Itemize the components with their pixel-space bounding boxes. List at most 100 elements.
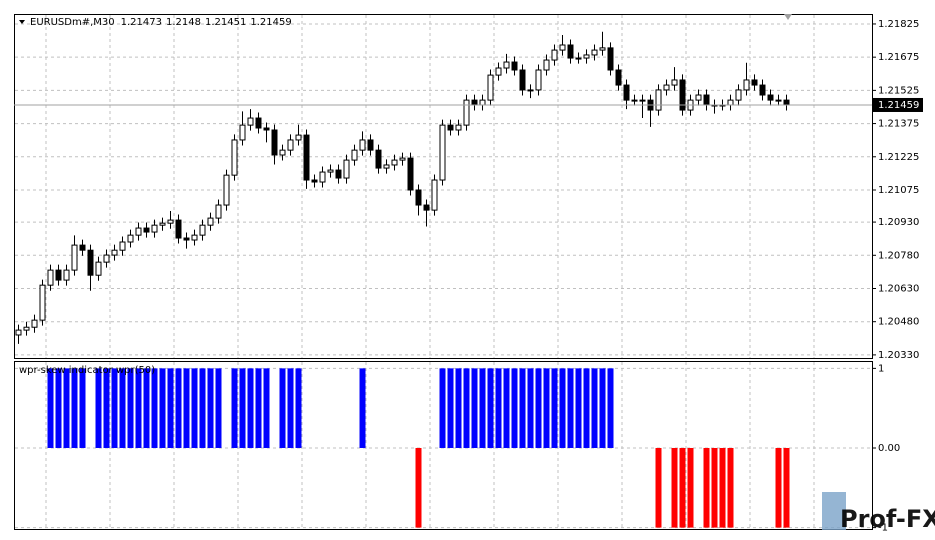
indicator-bar — [279, 368, 286, 448]
indicator-bar — [599, 368, 606, 448]
candle-body — [391, 159, 398, 166]
indicator-bar — [215, 368, 222, 448]
candle-body — [519, 69, 526, 91]
candle-body — [383, 164, 390, 169]
indicator-bar — [135, 368, 142, 448]
candle-body — [503, 61, 510, 69]
candle-body — [15, 329, 22, 336]
indicator-bar — [439, 368, 446, 448]
candle-body — [199, 224, 206, 236]
indicator-bar — [199, 368, 206, 448]
candle-body — [23, 326, 30, 331]
candle-body — [79, 244, 86, 251]
candle-body — [319, 171, 326, 183]
candle-body — [487, 74, 494, 101]
candle-body — [583, 54, 590, 59]
indicator-bar — [127, 368, 134, 448]
candle-body — [551, 49, 558, 61]
indicator-bar — [119, 368, 126, 448]
indicator-bar — [167, 368, 174, 448]
candle-body — [343, 159, 350, 179]
candle-body — [159, 222, 166, 226]
candle-body — [759, 84, 766, 96]
y-tick-label: 1.21375 — [878, 119, 919, 130]
candle-body — [263, 127, 270, 131]
candle-body — [575, 57, 582, 60]
y-tick-label: 1.20630 — [878, 283, 919, 294]
candle-body — [63, 269, 70, 281]
y-tick-label: 1.21525 — [878, 85, 919, 96]
candle-body — [591, 49, 598, 56]
candle-body — [335, 169, 342, 179]
candle-body — [135, 227, 142, 236]
indicator-bar — [111, 368, 118, 448]
candle-body — [511, 61, 518, 71]
indicator-bar — [487, 368, 494, 448]
candle-body — [423, 204, 430, 211]
indicator-bar — [479, 368, 486, 448]
candle-body — [351, 149, 358, 161]
y-tick-label: 1 — [878, 363, 884, 374]
candle-body — [695, 94, 702, 101]
candle-body — [255, 117, 262, 129]
indicator-bar — [583, 368, 590, 448]
menu-arrow[interactable] — [19, 20, 25, 24]
indicator-bar — [287, 368, 294, 448]
quote-close: 1.21459 — [250, 17, 291, 28]
candle-body — [439, 124, 446, 181]
indicator-bar — [495, 368, 502, 448]
indicator-bar — [551, 368, 558, 448]
indicator-bar — [183, 368, 190, 448]
candle-body — [495, 67, 502, 76]
indicator-bar — [543, 368, 550, 448]
candle-body — [239, 124, 246, 141]
candle-body — [39, 284, 46, 321]
candle-body — [775, 99, 782, 102]
candle-body — [223, 174, 230, 206]
candle-body — [375, 149, 382, 169]
candle-body — [119, 241, 126, 251]
candle-body — [87, 249, 94, 276]
candle-body — [167, 219, 174, 224]
quote-open: 1.21473 — [121, 17, 162, 28]
candle-body — [207, 217, 214, 226]
indicator-bar — [55, 368, 62, 448]
indicator-bar — [527, 368, 534, 448]
candle-body — [247, 117, 254, 126]
candle-body — [367, 139, 374, 151]
indicator-bar — [191, 368, 198, 448]
indicator-bar — [247, 368, 254, 448]
candle-body — [623, 84, 630, 101]
y-tick-label: 1.21825 — [878, 19, 919, 30]
indicator-bar — [575, 368, 582, 448]
candle-body — [599, 47, 606, 51]
candle-body — [175, 219, 182, 239]
y-tick-label: 1.20330 — [878, 350, 919, 361]
candle-body — [95, 261, 102, 276]
indicator-bar — [559, 368, 566, 448]
indicator-bar — [463, 368, 470, 448]
candle-body — [607, 47, 614, 71]
candle-body — [183, 237, 190, 241]
candle-body — [287, 139, 294, 151]
indicator-bar — [783, 447, 790, 528]
chart-header: EURUSDm#,M30 1.21473 1.2148 1.21451 1.21459 — [30, 17, 292, 28]
candle-body — [271, 129, 278, 156]
candle-body — [767, 94, 774, 101]
candle-body — [679, 79, 686, 111]
indicator-bar — [703, 447, 710, 528]
candle-body — [479, 99, 486, 106]
indicator-bar — [535, 368, 542, 448]
indicator-bar — [687, 447, 694, 528]
candle-body — [47, 269, 54, 286]
sub-frame — [14, 361, 873, 530]
candle-body — [127, 234, 134, 243]
indicator-title: wpr-skew indicator wpr(50) — [19, 365, 155, 376]
y-tick-label: 1.20480 — [878, 317, 919, 328]
candle-body — [567, 44, 574, 59]
indicator-bar — [103, 368, 110, 448]
candle-body — [743, 79, 750, 91]
indicator-bar — [711, 447, 718, 528]
indicator-bar — [519, 368, 526, 448]
